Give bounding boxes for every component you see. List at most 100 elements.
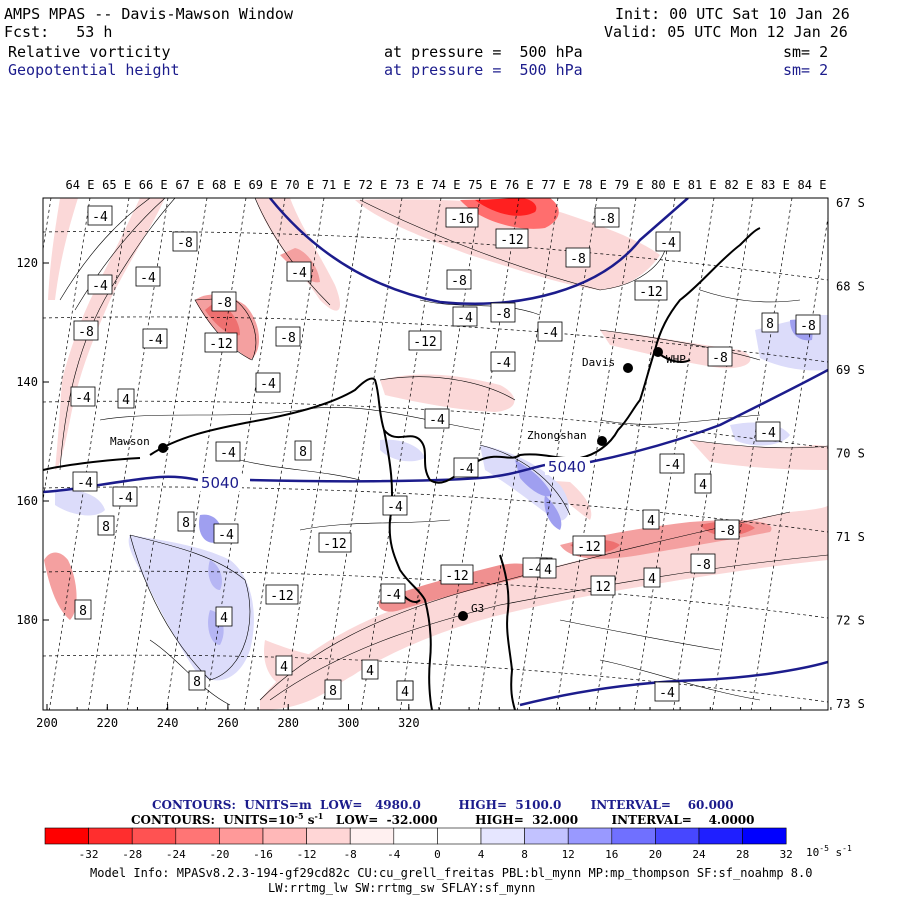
svg-text:-8: -8 [719,524,735,539]
vorticity-contour-label: -4 [537,321,563,342]
vorticity-contour-info: CONTOURS: UNITS=10-5 s-1 LOW= -32.000 HI… [131,811,755,827]
svg-text:8: 8 [766,317,774,332]
longitude-label: 72 E [358,178,387,192]
model-info-line1: Model Info: MPASv8.2.3-194-gf29cd82c CU:… [90,866,813,880]
vorticity-contour-label: -4 [755,421,781,442]
svg-text:8: 8 [79,604,87,619]
svg-text:8: 8 [102,520,110,535]
vorticity-contour-label: -12 [204,332,238,353]
vorticity-contour-label: 8 [74,599,92,620]
colorbar-swatch [393,827,438,845]
colorbar-swatch [437,827,482,845]
svg-text:-8: -8 [570,252,586,267]
colorbar-swatch [306,827,351,845]
valid-time: Valid: 05 UTC Mon 12 Jan 26 [604,23,848,41]
svg-text:4: 4 [122,393,130,408]
svg-text:-4: -4 [92,279,108,294]
colorbar-tick-label: -32 [79,848,99,861]
x-grid-label: 240 [157,716,179,730]
vorticity-contour-label: -8 [211,291,237,312]
vorticity-contour-label: -12 [265,584,299,605]
vorticity-contour-label: -4 [380,583,406,604]
svg-text:-4: -4 [117,491,133,506]
svg-text:4: 4 [647,514,655,529]
vorticity-contour-label: -4 [382,495,408,516]
vorticity-contour-label: 4 [642,509,660,530]
longitude-label: 83 E [761,178,790,192]
chart-title: AMPS MPAS -- Davis-Mawson Window [4,5,293,23]
field1-smoothing: sm= 2 [783,43,829,61]
vorticity-contour-label: -12 [634,280,668,301]
vorticity-contour-label: -8 [565,247,591,268]
svg-text:4: 4 [401,685,409,700]
svg-text:-8: -8 [216,296,232,311]
vorticity-contour-label: -4 [215,441,241,462]
svg-text:-4: -4 [458,462,474,477]
vorticity-contour-label: 4 [694,473,712,494]
station-marker: G3 [458,602,484,621]
svg-text:-4: -4 [147,333,163,348]
longitude-label: 69 E [249,178,278,192]
colorbar-swatch [44,827,89,845]
colorbar-tick-label: 12 [562,848,575,861]
colorbar-swatch [262,827,307,845]
vorticity-contour-label: -8 [490,302,516,323]
svg-text:-12: -12 [323,537,346,552]
colorbar-swatch [480,827,525,845]
colorbar-tick-label: 24 [692,848,706,861]
colorbar-unit: 10-5 s-1 [806,844,852,859]
colorbar-swatch [349,827,395,845]
colorbar-tick-label: -24 [166,848,186,861]
vorticity-contour-label: 8 [761,312,779,333]
vorticity-contour-label: -4 [135,266,161,287]
svg-text:-12: -12 [270,589,293,604]
vorticity-contour-label: -4 [142,328,168,349]
svg-text:4: 4 [544,563,552,578]
station-label: G3 [471,602,484,615]
svg-text:4: 4 [648,572,656,587]
svg-text:-12: -12 [413,335,436,350]
longitude-label: 81 E [688,178,717,192]
vorticity-contour-label: -12 [495,228,529,249]
vorticity-contour-label: -8 [795,314,821,335]
colorbar-tick-label: 8 [521,848,528,861]
longitude-label: 67 E [175,178,204,192]
vorticity-contour-label: -8 [446,269,472,290]
colorbar-tick-label: -28 [122,848,142,861]
svg-text:-4: -4 [387,500,403,515]
colorbar: -32 -28 -24 -20 -16 -12 -8 -4 0 4 8 12 16 20 24 28 32 10-… [44,827,852,861]
vorticity-contour-label: 4 [215,606,233,627]
vorticity-contour-label: -8 [73,320,99,341]
svg-text:-4: -4 [92,210,108,225]
latitude-label: 73 S [836,697,865,711]
svg-text:12: 12 [595,580,611,595]
colorbar-tick-label: -16 [253,848,273,861]
svg-text:-4: -4 [291,266,307,281]
svg-text:-8: -8 [695,558,711,573]
svg-text:-4: -4 [75,391,91,406]
vorticity-contour-label: -4 [72,471,98,492]
svg-text:8: 8 [193,675,201,690]
y-grid-label: 120 [16,256,38,270]
svg-text:5040: 5040 [548,458,586,476]
vorticity-contour-label: 8 [97,515,115,536]
station-label: WHP [666,353,686,366]
longitude-label: 84 E [798,178,827,192]
svg-text:-4: -4 [664,458,680,473]
vorticity-contour-label: -4 [286,261,312,282]
vorticity-contour-label: 4 [539,558,557,579]
vorticity-contour-label: 8 [188,670,206,691]
colorbar-swatch [175,827,220,845]
vorticity-contour-label: -12 [440,564,474,585]
colorbar-swatch [219,827,264,845]
vorticity-contour-label: -12 [408,330,442,351]
vorticity-contour-label: 12 [590,575,616,596]
field1-name: Relative vorticity [8,43,171,61]
height-contour-label: 5040 [198,473,242,492]
colorbar-tick-label: -8 [344,848,357,861]
svg-text:5040: 5040 [201,474,239,492]
svg-text:-4: -4 [760,426,776,441]
vorticity-contour-label: -8 [594,207,620,228]
latitude-label: 70 S [836,447,865,461]
colorbar-swatch [131,827,177,845]
